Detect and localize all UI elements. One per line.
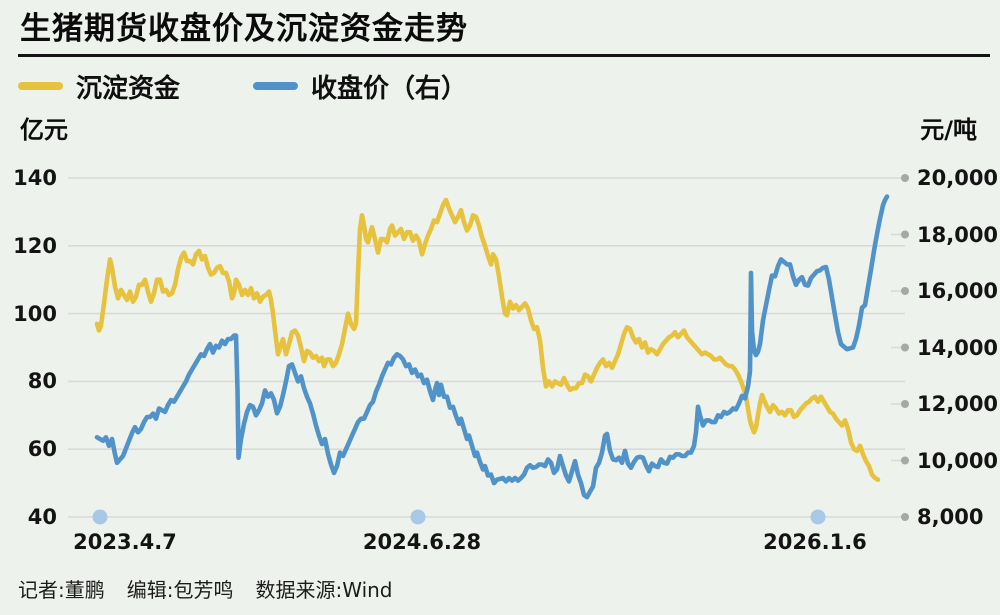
x-tick-label: 2024.6.28 (362, 530, 482, 554)
editor-credit: 编辑:包芳鸣 (126, 578, 234, 602)
left-tick-label: 40 (27, 505, 57, 529)
legend-label: 收盘价（右） (311, 73, 468, 104)
page-title: 生猪期货收盘价及沉淀资金走势 (20, 11, 468, 47)
right-tick-label: 16,000 (917, 279, 999, 303)
right-tick-label: 10,000 (917, 448, 999, 473)
legend-label: 沉淀资金 (76, 73, 181, 104)
title-underline (18, 54, 990, 57)
right-tick-label: 14,000 (917, 335, 999, 360)
legend-item-deposited-funds: 沉淀资金 (18, 72, 180, 104)
right-tick-label: 8,000 (917, 505, 984, 529)
left-tick-label: 80 (27, 369, 57, 394)
legend-swatch (253, 82, 298, 90)
data-source: 数据来源:Wind (255, 578, 393, 602)
right-tick-label: 20,000 (917, 166, 999, 190)
right-axis-unit: 元/吨 (920, 116, 977, 144)
legend-swatch (18, 82, 63, 90)
x-tick-label: 2026.1.6 (763, 530, 867, 554)
left-tick-label: 60 (27, 437, 57, 462)
right-tick-label: 12,000 (917, 392, 999, 416)
right-tick-label: 18,000 (917, 222, 999, 247)
left-axis-unit: 亿元 (20, 116, 68, 144)
reporter-credit: 记者:董鹏 (18, 578, 105, 602)
x-tick-label: 2023.4.7 (73, 530, 177, 554)
left-tick-label: 100 (13, 301, 57, 326)
legend-item-closing-price: 收盘价（右） (253, 72, 467, 104)
left-tick-label: 140 (13, 166, 57, 190)
footer-credits: 记者:董鹏 编辑:包芳鸣 数据来源:Wind (18, 574, 415, 603)
left-tick-label: 120 (13, 233, 57, 258)
